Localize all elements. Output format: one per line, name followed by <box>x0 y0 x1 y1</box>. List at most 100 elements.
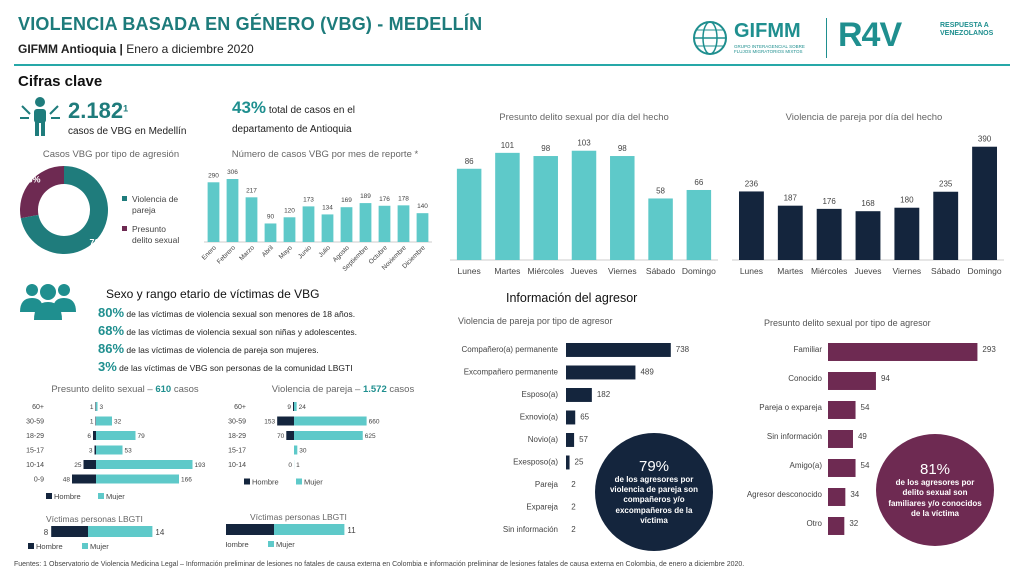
bar-value: 168 <box>861 199 875 208</box>
bar <box>456 168 482 260</box>
tick-label: Viernes <box>608 266 637 276</box>
footnote: Fuentes: 1 Observatorio de Violencia Med… <box>14 561 745 568</box>
agresor-label: Expareja <box>526 503 558 512</box>
tick-label: Jueves <box>855 266 882 276</box>
mujer-value: 625 <box>365 433 376 440</box>
bar <box>245 197 258 242</box>
bar-value: 187 <box>784 194 798 203</box>
bar-hombre <box>226 524 274 535</box>
page-subtitle: GIFMM Antioquia | Enero a diciembre 2020 <box>18 42 254 56</box>
sexo-line-text: de las víctimas de VBG son personas de l… <box>119 363 353 373</box>
agresor-label: Sin información <box>767 432 822 441</box>
bar-value: 290 <box>208 172 219 179</box>
bar-mujer <box>294 402 297 411</box>
age-label: 18-29 <box>228 433 246 440</box>
bar-value: 178 <box>398 195 409 202</box>
donut-label: 28% <box>22 174 40 184</box>
bar-value: 65 <box>580 413 589 422</box>
agresor-label: Amigo(a) <box>790 461 823 470</box>
pct-label2: departamento de Antioquia <box>232 124 352 135</box>
sexo-line-text: de las víctimas de violencia de pareja s… <box>126 345 319 355</box>
pareja-edad-title: Violencia de pareja – 1.572 casos <box>248 384 438 395</box>
bar-mujer <box>294 445 298 455</box>
logo-divider <box>826 18 827 58</box>
bar <box>571 150 597 260</box>
hombre-value: 8 <box>44 528 49 537</box>
tick-label: Sábado <box>646 266 676 276</box>
delito-edad-title-value: 610 <box>155 384 172 395</box>
sexo-line-text: de las víctimas de violencia sexual son … <box>126 327 357 337</box>
bar <box>610 156 635 260</box>
bar-value: 25 <box>575 458 584 467</box>
bar-value: 189 <box>360 193 371 200</box>
agresor-heading: Información del agresor <box>506 291 638 305</box>
bar-mujer <box>96 460 193 469</box>
agresor-label: Exesposo(a) <box>513 458 558 467</box>
people-icon <box>20 97 60 136</box>
gifmm-logo-sub: GRUPO INTERAGENCIAL SOBRE FLUJOS MIGRATO… <box>734 44 805 55</box>
bar-value: 738 <box>676 345 690 354</box>
pct-block: 43% total de casos en el <box>232 98 355 118</box>
bar <box>378 205 391 242</box>
mujer-value: 14 <box>155 528 164 537</box>
agresor-label: Familiar <box>794 345 823 354</box>
legend-swatch <box>122 196 127 201</box>
legend-swatch <box>122 226 127 231</box>
bar-value: 180 <box>900 196 914 205</box>
bar-mujer <box>96 474 179 484</box>
bar-value: 182 <box>597 390 611 399</box>
legend-label: Hombre <box>36 542 63 551</box>
tick-label: Febrero <box>216 244 237 265</box>
pareja-edad-title-value: 1.572 <box>362 384 387 395</box>
bar-value: 57 <box>579 435 588 444</box>
tick-label: Domingo <box>682 266 716 276</box>
gifmm-logo: GIFMM GRUPO INTERAGENCIAL SOBRE FLUJOS M… <box>690 18 820 58</box>
agresor-pareja-chart: Compañero(a) permanente 738 Excompañero pe… <box>462 343 690 534</box>
bar <box>972 146 998 260</box>
bar <box>397 205 410 242</box>
bar-value: 98 <box>618 144 627 153</box>
tick-label: Domingo <box>968 266 1002 276</box>
lgbti-delito-title: Víctimas personas LBGTI <box>46 514 143 524</box>
legend-swatch <box>28 543 34 549</box>
age-label: 10-14 <box>228 462 246 469</box>
bar-hombre <box>93 431 96 440</box>
bubble-delito: 81% de los agresores por delito sexual s… <box>876 434 994 546</box>
legend-label: Mujer <box>106 492 125 500</box>
bar <box>264 223 277 242</box>
sexo-line-text: de las víctimas de violencia sexual son … <box>126 309 356 319</box>
bar-value: 169 <box>341 197 352 204</box>
bar <box>302 206 315 242</box>
legend-swatch <box>82 543 88 549</box>
bar-hombre <box>51 526 88 537</box>
bar <box>894 207 920 260</box>
agresor-pareja-title: Violencia de pareja por tipo de agresor <box>458 316 613 326</box>
delito-edad-title-unit: casos <box>173 384 199 395</box>
agresor-label: Agresor desconocido <box>747 490 823 499</box>
bar <box>207 182 220 242</box>
bar-value: 489 <box>640 368 654 377</box>
agresor-label: Novio(a) <box>528 435 559 444</box>
mujer-value: 79 <box>138 433 146 440</box>
cifras-heading: Cifras clave <box>18 73 103 90</box>
bar <box>321 214 334 242</box>
legend-label: Violencia de <box>132 194 178 204</box>
hombre-value: 153 <box>264 419 275 426</box>
bar <box>566 410 576 425</box>
bubble-delito-text: de los agresores por delito sexual son f… <box>888 477 982 518</box>
bar-value: 176 <box>379 196 390 203</box>
agresor-label: Pareja o expareja <box>759 403 822 412</box>
bar-mujer <box>96 416 112 426</box>
age-label: 0-9 <box>34 477 44 484</box>
bar-hombre <box>83 460 96 469</box>
mujer-value: 3 <box>100 404 104 411</box>
legend-label: Presunto <box>132 224 166 234</box>
bar-value: 2 <box>571 525 576 534</box>
bar-value: 98 <box>541 144 550 153</box>
legend-label: Mujer <box>90 542 109 551</box>
bar-hombre <box>293 402 294 411</box>
mujer-value: 193 <box>195 462 206 469</box>
bar-mujer <box>96 445 123 455</box>
tick-label: Marzo <box>238 244 256 262</box>
bar-value: 32 <box>849 519 858 528</box>
